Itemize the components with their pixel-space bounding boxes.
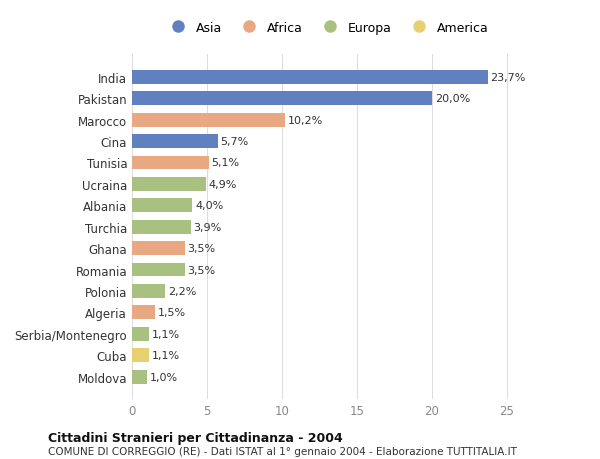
- Bar: [132, 241, 185, 256]
- Bar: [132, 220, 191, 234]
- Bar: [132, 284, 165, 298]
- Text: 1,1%: 1,1%: [151, 329, 179, 339]
- Text: 20,0%: 20,0%: [435, 94, 470, 104]
- Bar: [132, 348, 149, 362]
- Bar: [132, 370, 147, 384]
- Bar: [132, 327, 149, 341]
- Bar: [132, 135, 218, 149]
- Bar: [132, 178, 205, 191]
- Text: 1,0%: 1,0%: [150, 372, 178, 382]
- Bar: [132, 71, 487, 84]
- Text: 10,2%: 10,2%: [288, 115, 323, 125]
- Bar: [132, 113, 285, 127]
- Bar: [132, 263, 185, 277]
- Text: 1,1%: 1,1%: [151, 350, 179, 360]
- Text: COMUNE DI CORREGGIO (RE) - Dati ISTAT al 1° gennaio 2004 - Elaborazione TUTTITAL: COMUNE DI CORREGGIO (RE) - Dati ISTAT al…: [48, 446, 517, 456]
- Text: 5,1%: 5,1%: [212, 158, 239, 168]
- Text: 3,5%: 3,5%: [187, 265, 215, 275]
- Text: 23,7%: 23,7%: [491, 73, 526, 83]
- Text: 4,0%: 4,0%: [195, 201, 223, 211]
- Text: 3,9%: 3,9%: [193, 222, 222, 232]
- Legend: Asia, Africa, Europa, America: Asia, Africa, Europa, America: [161, 17, 493, 39]
- Bar: [132, 306, 155, 319]
- Text: 3,5%: 3,5%: [187, 244, 215, 253]
- Bar: [132, 92, 432, 106]
- Text: 5,7%: 5,7%: [221, 137, 249, 147]
- Text: 1,5%: 1,5%: [157, 308, 185, 318]
- Text: Cittadini Stranieri per Cittadinanza - 2004: Cittadini Stranieri per Cittadinanza - 2…: [48, 431, 343, 444]
- Bar: [132, 156, 209, 170]
- Text: 2,2%: 2,2%: [168, 286, 196, 296]
- Bar: [132, 199, 192, 213]
- Text: 4,9%: 4,9%: [209, 179, 237, 190]
